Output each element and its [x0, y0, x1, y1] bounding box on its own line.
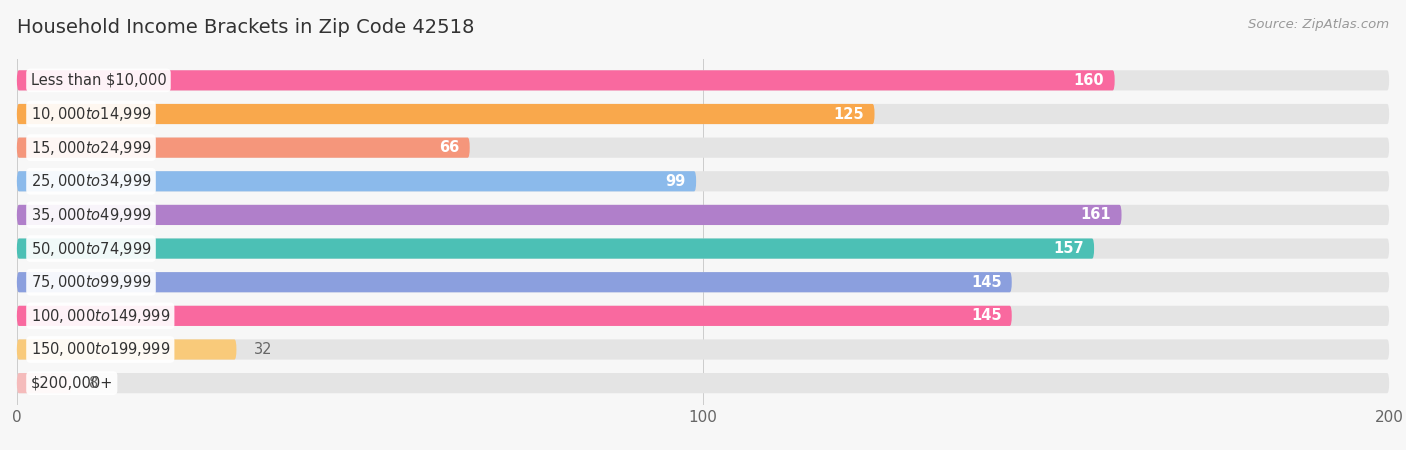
FancyBboxPatch shape — [17, 373, 1389, 393]
FancyBboxPatch shape — [17, 104, 1389, 124]
Text: $15,000 to $24,999: $15,000 to $24,999 — [31, 139, 152, 157]
Text: Source: ZipAtlas.com: Source: ZipAtlas.com — [1249, 18, 1389, 31]
FancyBboxPatch shape — [17, 238, 1094, 259]
Text: 99: 99 — [665, 174, 686, 189]
FancyBboxPatch shape — [17, 339, 236, 360]
Text: $35,000 to $49,999: $35,000 to $49,999 — [31, 206, 152, 224]
Text: $50,000 to $74,999: $50,000 to $74,999 — [31, 239, 152, 257]
Text: 145: 145 — [970, 308, 1001, 324]
FancyBboxPatch shape — [17, 171, 696, 191]
Text: $200,000+: $200,000+ — [31, 376, 112, 391]
Text: 145: 145 — [970, 274, 1001, 290]
FancyBboxPatch shape — [17, 70, 1115, 90]
FancyBboxPatch shape — [17, 104, 875, 124]
FancyBboxPatch shape — [17, 205, 1389, 225]
Text: $10,000 to $14,999: $10,000 to $14,999 — [31, 105, 152, 123]
FancyBboxPatch shape — [17, 339, 1389, 360]
Text: Household Income Brackets in Zip Code 42518: Household Income Brackets in Zip Code 42… — [17, 18, 474, 37]
FancyBboxPatch shape — [17, 272, 1389, 292]
Text: $150,000 to $199,999: $150,000 to $199,999 — [31, 341, 170, 359]
Text: 160: 160 — [1074, 73, 1104, 88]
FancyBboxPatch shape — [17, 306, 1012, 326]
FancyBboxPatch shape — [17, 70, 1389, 90]
FancyBboxPatch shape — [17, 272, 1012, 292]
Text: 66: 66 — [439, 140, 460, 155]
FancyBboxPatch shape — [17, 171, 1389, 191]
Text: 157: 157 — [1053, 241, 1084, 256]
FancyBboxPatch shape — [17, 205, 1122, 225]
FancyBboxPatch shape — [17, 138, 470, 158]
Text: 161: 161 — [1081, 207, 1111, 222]
Text: 125: 125 — [834, 107, 865, 122]
FancyBboxPatch shape — [17, 238, 1389, 259]
Text: $75,000 to $99,999: $75,000 to $99,999 — [31, 273, 152, 291]
Text: 32: 32 — [253, 342, 273, 357]
Text: 8: 8 — [89, 376, 98, 391]
FancyBboxPatch shape — [17, 138, 1389, 158]
FancyBboxPatch shape — [17, 306, 1389, 326]
Text: $25,000 to $34,999: $25,000 to $34,999 — [31, 172, 152, 190]
Text: $100,000 to $149,999: $100,000 to $149,999 — [31, 307, 170, 325]
Text: Less than $10,000: Less than $10,000 — [31, 73, 166, 88]
FancyBboxPatch shape — [17, 373, 72, 393]
